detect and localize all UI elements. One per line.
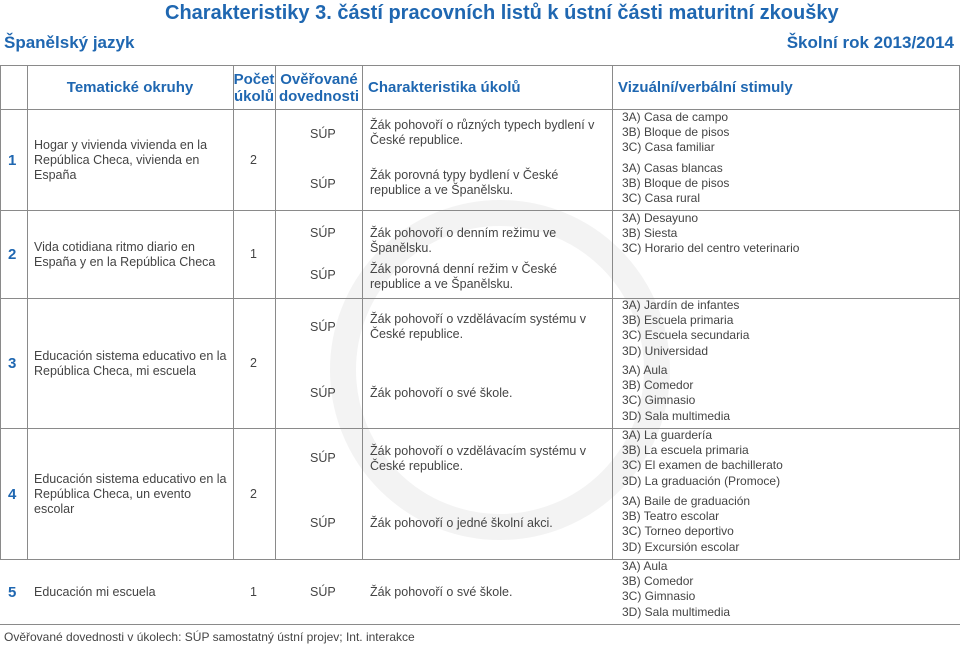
column-divider	[362, 66, 363, 560]
stimulus-item: 3A) Aula	[622, 363, 668, 377]
stimulus-item: 3B) Bloque de pisos	[622, 176, 730, 191]
row-divider	[0, 559, 960, 560]
row-divider	[0, 428, 960, 429]
table-top-border	[0, 65, 960, 66]
count-cell: 1	[250, 247, 257, 261]
row-divider	[0, 298, 960, 299]
task-cell: Žák pohovoří o vzdělávacím systému v Čes…	[370, 312, 587, 341]
stimuli-list: 3A) Jardín de infantes 3B) Escuela prima…	[622, 298, 749, 359]
row-divider	[0, 109, 960, 110]
stimulus-item: 3B) Escuela primaria	[622, 313, 734, 328]
skill-cell: SÚP	[310, 451, 336, 465]
column-divider	[612, 66, 613, 560]
footer-note: Ověřované dovednosti v úkolech: SÚP samo…	[4, 630, 415, 644]
stimulus-item: 3D) Sala multimedia	[622, 604, 731, 619]
stimulus-item: 3B) Bloque de pisos	[622, 125, 730, 140]
stimuli-list: 3A) Baile de graduación 3B) Teatro escol…	[622, 494, 750, 555]
skill-cell: SÚP	[310, 268, 336, 282]
stimulus-item: 3C) Gimnasio	[622, 393, 696, 408]
stimulus-item: 3D) Sala multimedia	[622, 408, 731, 423]
col-header-count: Počet úkolů	[233, 70, 275, 105]
column-divider	[27, 66, 28, 560]
stimulus-item: 3C) Torneo deportivo	[622, 524, 734, 539]
skill-cell: SÚP	[310, 226, 336, 240]
stimulus-item: 3C) El examen de bachillerato	[622, 458, 783, 473]
col-header-topics: Tematické okruhy	[66, 79, 194, 96]
table-bottom-border	[0, 624, 960, 625]
stimulus-item: 3C) Escuela secundaria	[622, 328, 750, 343]
task-cell: Žák pohovoří o své škole.	[370, 584, 513, 599]
stimulus-item: 3A) Baile de graduación	[622, 494, 751, 508]
stimulus-item: 3C) Casa rural	[622, 191, 701, 206]
skill-cell: SÚP	[310, 584, 336, 599]
stimulus-item: 3A) Casa de campo	[622, 110, 729, 124]
stimulus-item: 3B) Teatro escolar	[622, 509, 720, 524]
stimuli-list: 3A) Desayuno 3B) Siesta 3C) Horario del …	[622, 211, 799, 257]
stimulus-item: 3B) La escuela primaria	[622, 443, 749, 458]
stimulus-item: 3A) Jardín de infantes	[622, 298, 740, 312]
skill-cell: SÚP	[310, 320, 336, 334]
column-divider	[275, 66, 276, 560]
task-cell: Žák pohovoří o své škole.	[370, 386, 513, 400]
stimulus-item: 3A) La guardería	[622, 428, 713, 442]
task-cell: Žák porovná typy bydlení v České republi…	[370, 168, 559, 197]
count-cell: 1	[250, 584, 257, 599]
stimuli-list: 3A) Casas blancas 3B) Bloque de pisos 3C…	[622, 161, 729, 207]
col-header-stimuli: Vizuální/verbální stimuly	[618, 79, 793, 96]
task-cell: Žák pohovoří o denním režimu ve Španělsk…	[370, 226, 557, 255]
row-number: 5	[8, 583, 17, 601]
stimulus-item: 3B) Siesta	[622, 226, 678, 241]
topic-cell: Educación mi escuela	[34, 584, 156, 599]
column-divider	[0, 66, 1, 560]
skill-cell: SÚP	[310, 177, 336, 191]
col-header-tasks: Charakteristika úkolů	[368, 79, 521, 96]
count-cell: 2	[250, 486, 257, 501]
column-divider	[233, 66, 234, 560]
topic-cell: Educación sistema educativo en la Repúbl…	[34, 348, 227, 378]
stimulus-item: 3A) Desayuno	[622, 211, 699, 225]
task-cell: Žák pohovoří o jedné školní akci.	[370, 516, 553, 530]
stimuli-list: 3A) Aula 3B) Comedor 3C) Gimnasio 3D) Sa…	[622, 559, 730, 620]
row-number: 3	[8, 355, 17, 372]
page-title: Charakteristiky 3. částí pracovních list…	[165, 2, 839, 24]
row-number: 1	[8, 151, 17, 169]
task-cell: Žák pohovoří o vzdělávacím systému v Čes…	[370, 444, 587, 473]
stimulus-item: 3C) Gimnasio	[622, 589, 696, 604]
stimulus-item: 3D) La graduación (Promoce)	[622, 473, 781, 488]
stimulus-item: 3C) Horario del centro veterinario	[622, 241, 800, 256]
stimulus-item: 3D) Universidad	[622, 343, 709, 358]
stimuli-list: 3A) Aula 3B) Comedor 3C) Gimnasio 3D) Sa…	[622, 363, 730, 424]
school-year-label: Školní rok 2013/2014	[786, 33, 954, 52]
skill-cell: SÚP	[310, 127, 336, 141]
row-number: 2	[8, 246, 17, 263]
topic-cell: Hogar y vivienda vivienda en la Repúblic…	[34, 137, 208, 182]
subject-label: Španělský jazyk	[4, 33, 135, 52]
stimulus-item: 3B) Comedor	[622, 378, 694, 393]
stimuli-list: 3A) Casa de campo 3B) Bloque de pisos 3C…	[622, 110, 729, 156]
topic-cell: Vida cotidiana ritmo diario en España y …	[34, 239, 216, 269]
topic-cell: Educación sistema educativo en la Repúbl…	[34, 471, 227, 516]
stimulus-item: 3A) Casas blancas	[622, 161, 723, 175]
count-cell: 2	[250, 356, 257, 370]
skill-cell: SÚP	[310, 516, 336, 530]
row-number: 4	[8, 485, 17, 503]
task-cell: Žák pohovoří o různých typech bydlení v …	[370, 118, 595, 147]
stimulus-item: 3D) Excursión escolar	[622, 539, 740, 554]
stimuli-list: 3A) La guardería 3B) La escuela primaria…	[622, 428, 783, 489]
stimulus-item: 3A) Aula	[622, 559, 668, 573]
row-divider	[0, 210, 960, 211]
count-cell: 2	[250, 152, 257, 167]
skill-cell: SÚP	[310, 386, 336, 400]
stimulus-item: 3B) Comedor	[622, 574, 694, 589]
task-cell: Žák porovná denní režim v České republic…	[370, 262, 557, 291]
stimulus-item: 3C) Casa familiar	[622, 140, 715, 155]
col-header-skills: Ověřované dovednosti	[278, 70, 359, 105]
